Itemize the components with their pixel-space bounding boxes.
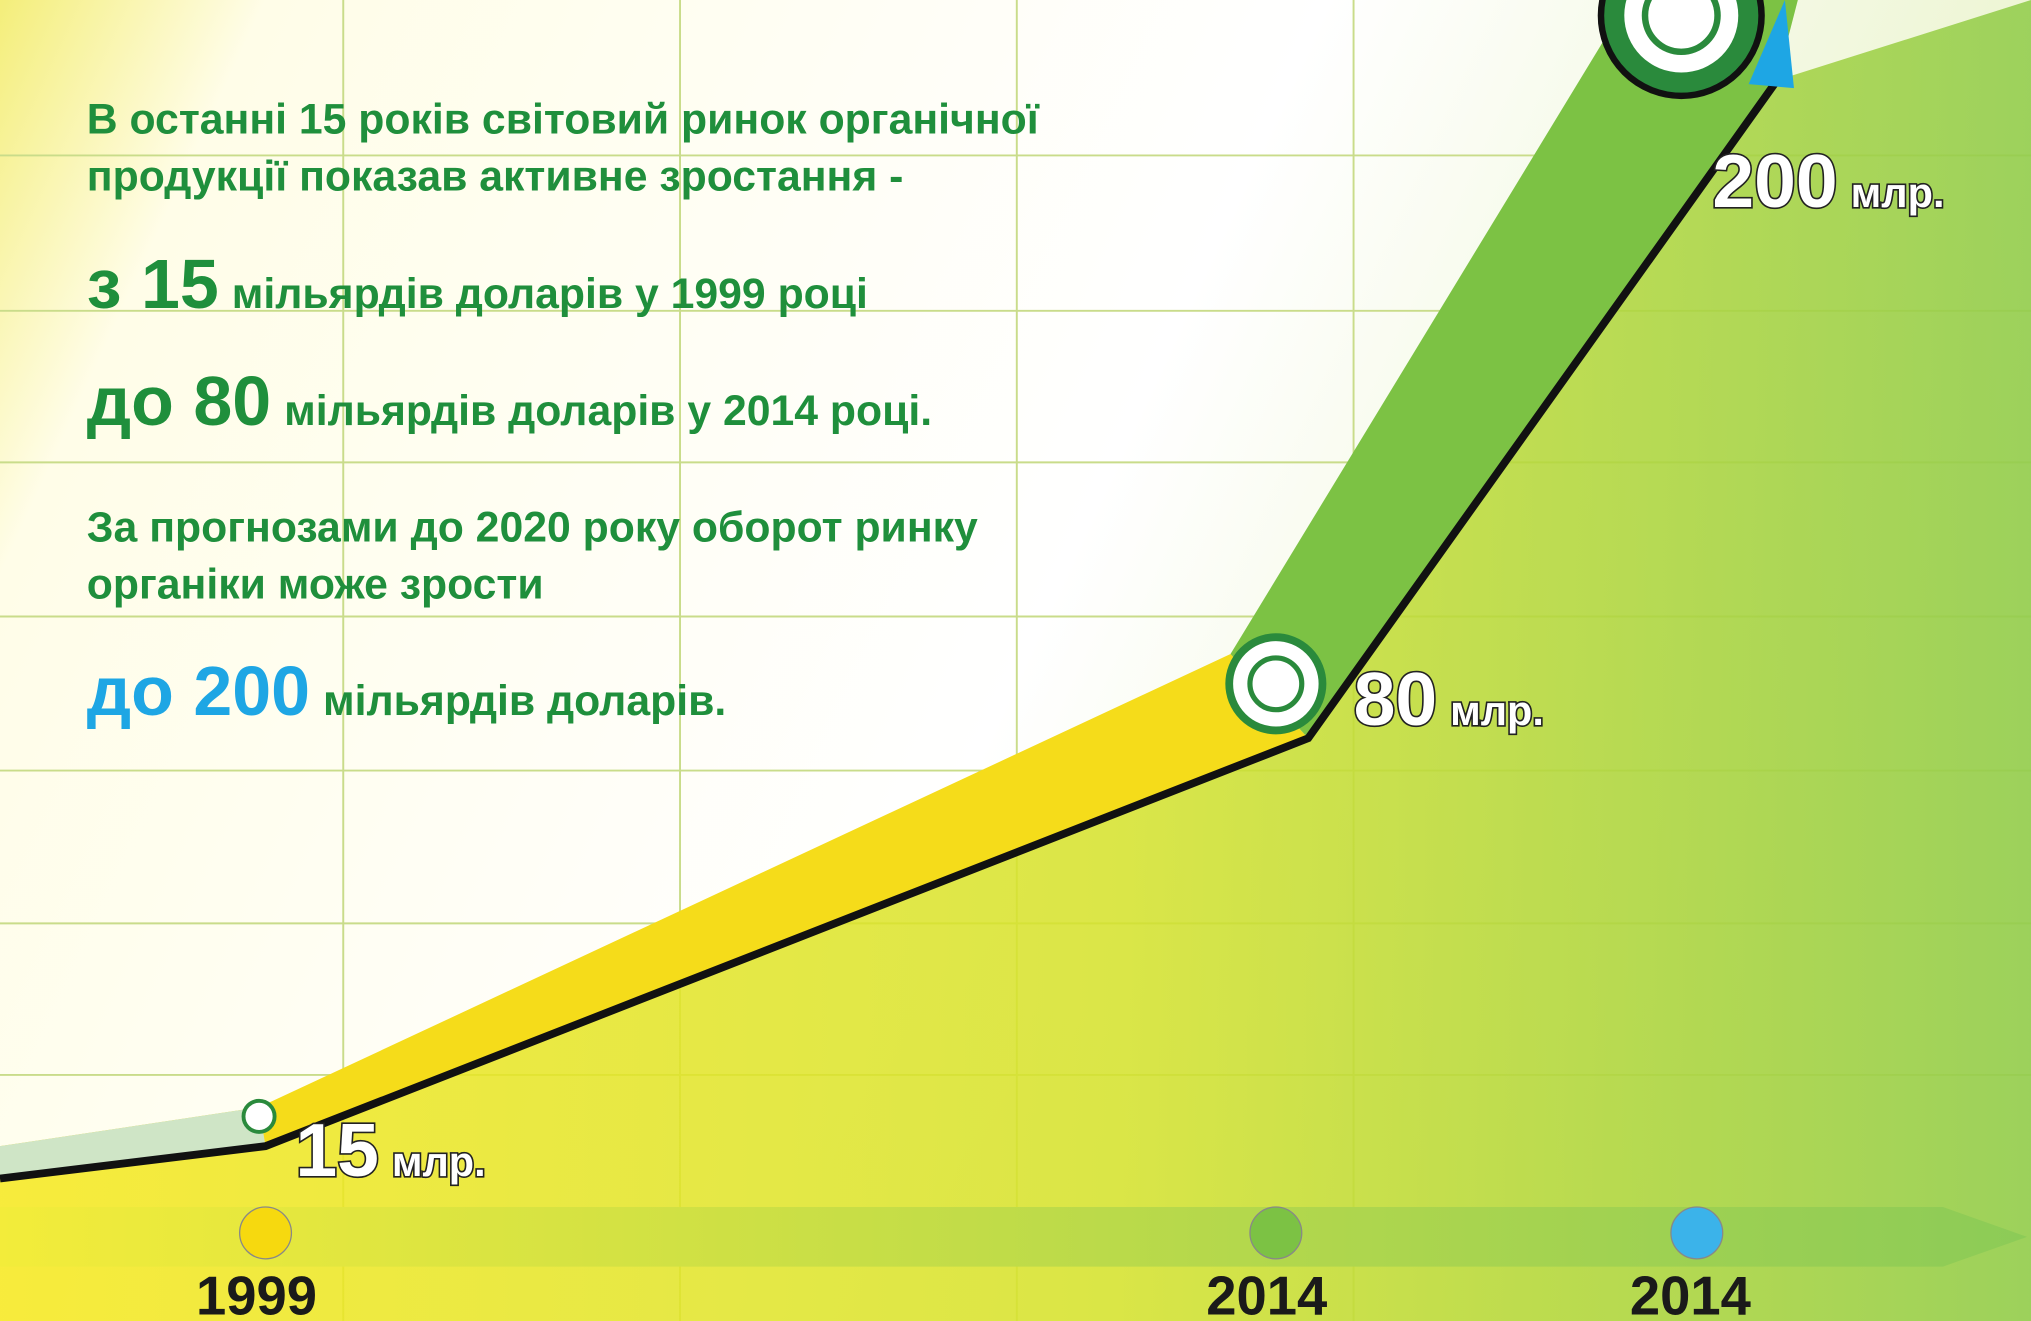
timeline-dot	[1671, 1207, 1723, 1259]
point-value: 200	[1712, 139, 1837, 223]
fact-text: мільярдів доларів у 2014 році.	[284, 387, 932, 435]
timeline-dot	[240, 1207, 292, 1259]
year-label: 2014	[1206, 1266, 1327, 1321]
intro-line: В останні 15 років світовий ринок органі…	[87, 95, 1040, 143]
fact-number: до 200	[87, 652, 310, 730]
forecast-line: органіки може зрости	[87, 560, 544, 608]
point-unit: млр.	[1450, 687, 1544, 734]
point-unit: млр.	[1851, 169, 1945, 216]
point-unit: млр.	[392, 1138, 486, 1185]
fact-number: до 80	[87, 362, 271, 440]
point-value: 15	[295, 1108, 379, 1192]
year-label: 1999	[196, 1266, 317, 1321]
fact-number: з 15	[87, 245, 219, 323]
fact-text: мільярдів доларів.	[323, 677, 726, 725]
year-label: 2014	[1630, 1266, 1751, 1321]
fact-text: мільярдів доларів у 1999 році	[232, 270, 868, 318]
infographic: В останні 15 років світовий ринок органі…	[0, 0, 2031, 1321]
point-value: 80	[1354, 657, 1438, 741]
forecast-line: За прогнозами до 2020 року оборот ринку	[87, 503, 978, 551]
intro-line: продукції показав активне зростання -	[87, 152, 904, 200]
timeline-dot	[1250, 1207, 1302, 1259]
